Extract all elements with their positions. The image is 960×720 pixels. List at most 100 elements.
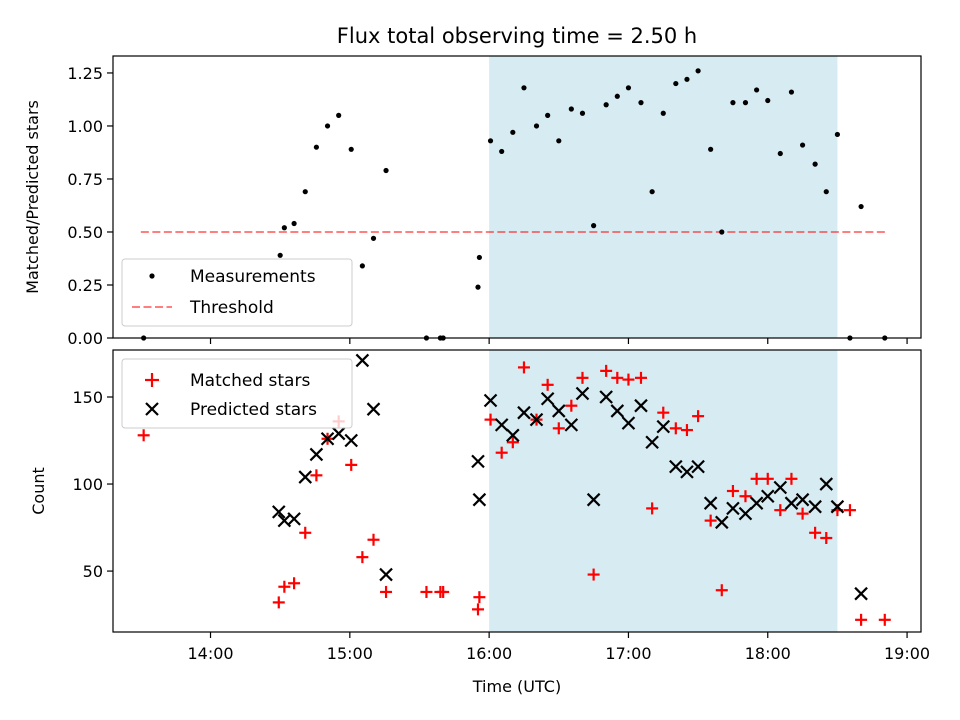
measurement-point xyxy=(336,112,342,118)
measurement-point xyxy=(823,189,829,195)
ratio-panel: 0.00 0.25 0.50 0.75 1.00 1.25 Matched/Predict… xyxy=(23,55,922,348)
predicted-star-point xyxy=(272,505,286,519)
measurement-point xyxy=(684,76,690,82)
matched-star-point xyxy=(473,591,486,604)
matched-star-point xyxy=(657,406,670,419)
ratio-legend-box xyxy=(121,258,353,327)
predicted-star-point xyxy=(599,390,613,404)
matched-star-point xyxy=(600,364,613,377)
matched-star-point xyxy=(345,458,358,471)
measurement-point xyxy=(742,100,749,106)
predicted-star-point xyxy=(610,404,625,418)
measurement-point xyxy=(476,254,482,261)
predicted-star-point xyxy=(795,492,810,507)
predicted-star-point xyxy=(472,492,487,507)
matched-star-point xyxy=(785,472,798,485)
predicted-star-point xyxy=(320,431,335,446)
measurement-point xyxy=(568,106,574,112)
measurement-point xyxy=(277,252,283,258)
predicted-star-point xyxy=(819,477,834,491)
ratio-panel-frame xyxy=(112,55,922,339)
matched-star-point xyxy=(471,603,484,616)
x-tick-label: 14:00 xyxy=(187,644,233,663)
matched-star-point xyxy=(517,361,530,374)
matched-star-point xyxy=(774,504,787,517)
measurement-point xyxy=(348,146,354,152)
matched-star-point xyxy=(878,613,891,626)
measurement-point xyxy=(533,123,540,129)
matched-star-point xyxy=(288,577,301,590)
predicted-star-point xyxy=(854,586,868,601)
y-tick-label: 0.25 xyxy=(67,276,103,295)
predicted-star-point xyxy=(366,402,381,416)
predicted-star-point xyxy=(715,515,729,530)
measurement-point xyxy=(638,100,644,106)
matched-star-point xyxy=(739,490,752,503)
x-tick-label: 18:00 xyxy=(745,644,791,663)
predicted-star-point xyxy=(738,506,753,521)
matched-star-point xyxy=(495,446,508,459)
measurement-point xyxy=(614,93,620,99)
matched-star-point xyxy=(692,410,705,423)
measurement-point xyxy=(324,123,331,129)
matched-star-point xyxy=(680,424,693,437)
measurement-point xyxy=(383,167,389,174)
matched-star-point xyxy=(587,568,600,581)
measurement-point xyxy=(777,150,783,157)
predicted-star-point xyxy=(586,492,601,507)
measurement-point xyxy=(730,100,736,106)
measurement-point xyxy=(370,235,377,241)
y-tick-label: 100 xyxy=(72,475,103,494)
predicted-star-point xyxy=(669,459,683,474)
y-tick-label: 0.00 xyxy=(67,329,103,348)
predicted-star-point xyxy=(749,496,764,510)
measurement-point xyxy=(291,220,297,227)
predicted-star-point xyxy=(517,405,531,420)
count-y-axis-label: Count xyxy=(29,467,48,515)
y-tick-label: 50 xyxy=(83,562,103,581)
measurement-point xyxy=(499,148,505,155)
y-tick-label: 0.50 xyxy=(67,223,103,242)
x-tick-label: 19:00 xyxy=(884,644,930,663)
measurement-point xyxy=(858,203,864,210)
matched-star-point xyxy=(611,371,624,384)
predicted-star-point xyxy=(494,418,509,432)
measurement-point xyxy=(673,80,679,87)
predicted-star-point xyxy=(344,433,358,448)
matched-star-point xyxy=(855,613,868,626)
matched-star-point xyxy=(552,422,565,435)
y-tick-label: 1.00 xyxy=(67,117,103,136)
predicted-star-point xyxy=(529,412,544,427)
predicted-star-point xyxy=(506,428,520,443)
matched-star-point xyxy=(506,436,519,449)
y-tick-label: 1.25 xyxy=(67,64,103,83)
predicted-star-point xyxy=(552,404,566,418)
matched-star-point xyxy=(646,502,659,515)
predicted-star-point xyxy=(621,416,636,430)
legend-threshold-label: Threshold xyxy=(189,298,274,318)
x-tick-label: 17:00 xyxy=(605,644,651,663)
matched-star-point xyxy=(796,507,809,520)
measurement-point xyxy=(649,189,655,195)
matched-star-point xyxy=(843,504,856,517)
measurement-point xyxy=(510,129,516,135)
matched-star-point xyxy=(704,514,717,527)
ratio-y-axis-label: Matched/Predicted stars xyxy=(23,100,42,294)
predicted-star-point xyxy=(287,512,301,526)
legend-predicted-label: Predicted stars xyxy=(190,400,317,420)
matched-star-point xyxy=(726,485,739,497)
legend-matched-marker xyxy=(145,373,159,387)
predicted-star-point xyxy=(680,465,694,479)
measurement-point xyxy=(281,225,287,231)
predicted-star-point xyxy=(355,353,370,368)
ratio-legend: Measurements Threshold xyxy=(121,258,353,327)
measurement-point xyxy=(556,138,562,144)
matched-star-point xyxy=(484,413,497,426)
predicted-star-point xyxy=(808,499,822,514)
measurement-point xyxy=(788,89,795,95)
y-tick-label: 150 xyxy=(72,388,103,407)
matched-star-point xyxy=(137,429,150,442)
matched-star-point xyxy=(278,580,291,593)
matched-star-point xyxy=(669,422,682,435)
